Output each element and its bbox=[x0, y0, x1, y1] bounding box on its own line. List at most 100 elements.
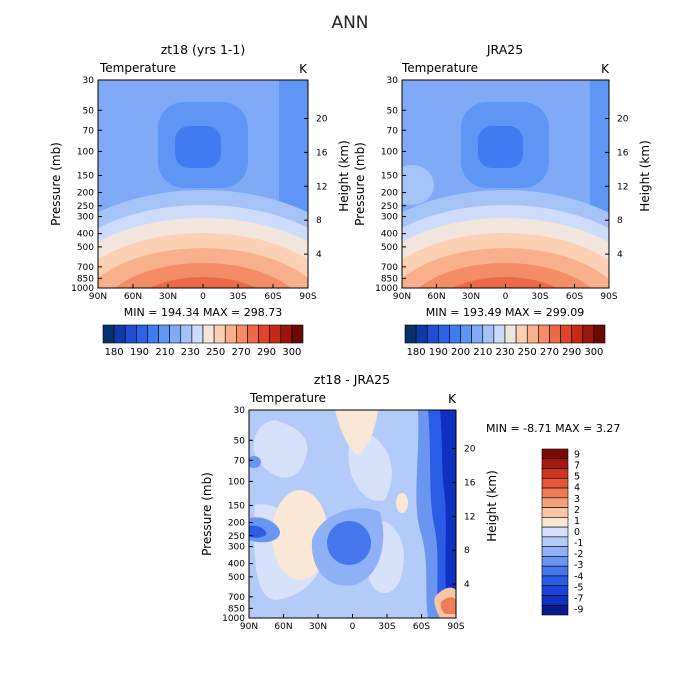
y-tick-label: 400 bbox=[77, 230, 94, 240]
colorbar-swatch bbox=[541, 458, 569, 469]
colorbar-swatch bbox=[471, 324, 484, 344]
colorbar-swatch bbox=[291, 324, 304, 344]
y-right-tick-label: 4 bbox=[464, 580, 470, 590]
colorbar-label: 180 bbox=[105, 347, 124, 358]
y-tick-label: 400 bbox=[228, 560, 245, 570]
y-tick-label: 70 bbox=[234, 456, 246, 466]
panel-title: JRA25 bbox=[486, 42, 523, 57]
y-tick-label: 200 bbox=[77, 189, 94, 199]
y-tick-label: 50 bbox=[234, 436, 246, 446]
y-right-tick-label: 16 bbox=[316, 148, 328, 158]
y-right-tick-label: 20 bbox=[617, 115, 629, 125]
heatmap-field bbox=[402, 80, 609, 288]
field-warm-top bbox=[335, 410, 378, 455]
figure-title: ANN bbox=[331, 13, 368, 33]
panel-subtitle-left: Temperature bbox=[401, 61, 478, 75]
colorbar-swatch bbox=[136, 324, 148, 344]
colorbar-swatch bbox=[258, 324, 270, 344]
y-tick-label: 500 bbox=[381, 243, 398, 253]
y-right-axis-label: Height (km) bbox=[337, 140, 351, 211]
field-warm-dot bbox=[396, 493, 408, 513]
colorbar-label: 300 bbox=[282, 347, 301, 358]
colorbar-label: 210 bbox=[155, 347, 174, 358]
colorbar-swatch bbox=[541, 585, 569, 596]
field-cold-core-inner bbox=[175, 126, 221, 168]
stats-text: MIN = 194.34 MAX = 298.73 bbox=[124, 306, 282, 319]
y-right-tick-label: 12 bbox=[316, 182, 327, 192]
colorbar-swatch bbox=[541, 565, 569, 577]
colorbar-swatch bbox=[482, 324, 495, 344]
y-right-tick-label: 4 bbox=[316, 250, 322, 260]
y-tick-label: 850 bbox=[381, 274, 398, 284]
x-tick-label: 90S bbox=[299, 292, 316, 302]
y-right-tick-label: 12 bbox=[617, 182, 628, 192]
y-tick-label: 200 bbox=[228, 519, 245, 529]
colorbar-swatch bbox=[560, 324, 572, 344]
x-tick-label: 30N bbox=[462, 292, 480, 302]
colorbar-swatch bbox=[504, 324, 517, 344]
panel-jra25: JRA25 Temperature K 90N 60N 30N 0 30S 60S 90S 3… bbox=[353, 42, 652, 358]
y-right-tick-label: 12 bbox=[464, 512, 475, 522]
colorbar-swatch bbox=[113, 324, 126, 344]
axes: 90N 60N 30N 0 30S 60S 90S 30 50 70 100 150 200 250300… bbox=[353, 76, 652, 302]
y-tick-label: 50 bbox=[387, 106, 399, 116]
colorbar-label: -4 bbox=[574, 571, 583, 582]
colorbar-swatch bbox=[541, 526, 569, 538]
field-warm-pole-inner bbox=[440, 597, 456, 614]
field-band-7 bbox=[149, 277, 257, 288]
colorbar-swatch bbox=[582, 324, 595, 344]
field-band-6 bbox=[115, 263, 291, 288]
x-tick-label: 0 bbox=[200, 292, 206, 302]
x-tick-label: 0 bbox=[503, 292, 509, 302]
axes: 90N 60N 30N 0 30S 60S 90S 30 50 70 100 150 200 250300… bbox=[200, 406, 499, 632]
colorbar-swatch bbox=[515, 324, 528, 344]
x-tick-label: 60S bbox=[566, 292, 583, 302]
colorbar-label: 9 bbox=[574, 450, 580, 461]
colorbar-swatch bbox=[493, 324, 506, 344]
y-tick-label: 300 bbox=[228, 543, 245, 553]
y-axis-label: Pressure (mb) bbox=[353, 142, 367, 226]
axes: 90N 60N 30N 0 30S 60S 90S 30 50 70 100 150 200 250300… bbox=[49, 76, 351, 302]
y-right-tick-label: 4 bbox=[617, 250, 623, 260]
colorbar-swatch bbox=[158, 324, 170, 344]
colorbar-swatch bbox=[169, 324, 182, 344]
colorbar-swatch bbox=[102, 324, 115, 344]
panel-unit: K bbox=[299, 62, 308, 76]
field-cold-dot bbox=[249, 456, 261, 468]
x-tick-label: 60S bbox=[264, 292, 281, 302]
colorbar-label: 190 bbox=[130, 347, 149, 358]
x-tick-label: 30N bbox=[309, 622, 327, 632]
y-right-tick-label: 8 bbox=[617, 216, 623, 226]
colorbar-label: 7 bbox=[574, 461, 580, 472]
colorbar-swatch bbox=[236, 324, 248, 344]
colorbar-label: -1 bbox=[574, 538, 583, 549]
x-tick-label: 60N bbox=[124, 292, 142, 302]
colorbar-swatch bbox=[280, 324, 293, 344]
y-tick-label: 100 bbox=[228, 477, 245, 487]
y-right-tick-label: 20 bbox=[464, 445, 476, 455]
colorbar-swatch bbox=[147, 324, 159, 344]
colorbar-swatch bbox=[460, 324, 472, 344]
panel-title: zt18 - JRA25 bbox=[314, 372, 390, 387]
y-tick-label: 70 bbox=[387, 126, 399, 136]
x-tick-label: 30N bbox=[159, 292, 177, 302]
colorbar-swatch bbox=[541, 507, 569, 518]
y-tick-label: 150 bbox=[381, 171, 398, 181]
colorbar-swatch bbox=[224, 324, 237, 344]
colorbar-label: 270 bbox=[232, 347, 251, 358]
y-tick-label: 70 bbox=[83, 126, 95, 136]
colorbar-swatch bbox=[571, 324, 584, 344]
x-tick-label: 0 bbox=[350, 622, 356, 632]
panel-title: zt18 (yrs 1-1) bbox=[161, 42, 246, 57]
stats-text: MIN = -8.71 MAX = 3.27 bbox=[486, 422, 620, 435]
colorbar-swatch bbox=[541, 604, 569, 616]
colorbar-swatch bbox=[549, 324, 561, 344]
y-tick-label: 1000 bbox=[222, 614, 245, 624]
x-tick-label: 90S bbox=[447, 622, 464, 632]
y-tick-label: 850 bbox=[228, 604, 245, 614]
colorbar-swatch bbox=[415, 324, 428, 344]
panel-subtitle-left: Temperature bbox=[249, 391, 326, 405]
y-tick-label: 850 bbox=[77, 274, 94, 284]
panel-subtitle-left: Temperature bbox=[99, 61, 176, 75]
